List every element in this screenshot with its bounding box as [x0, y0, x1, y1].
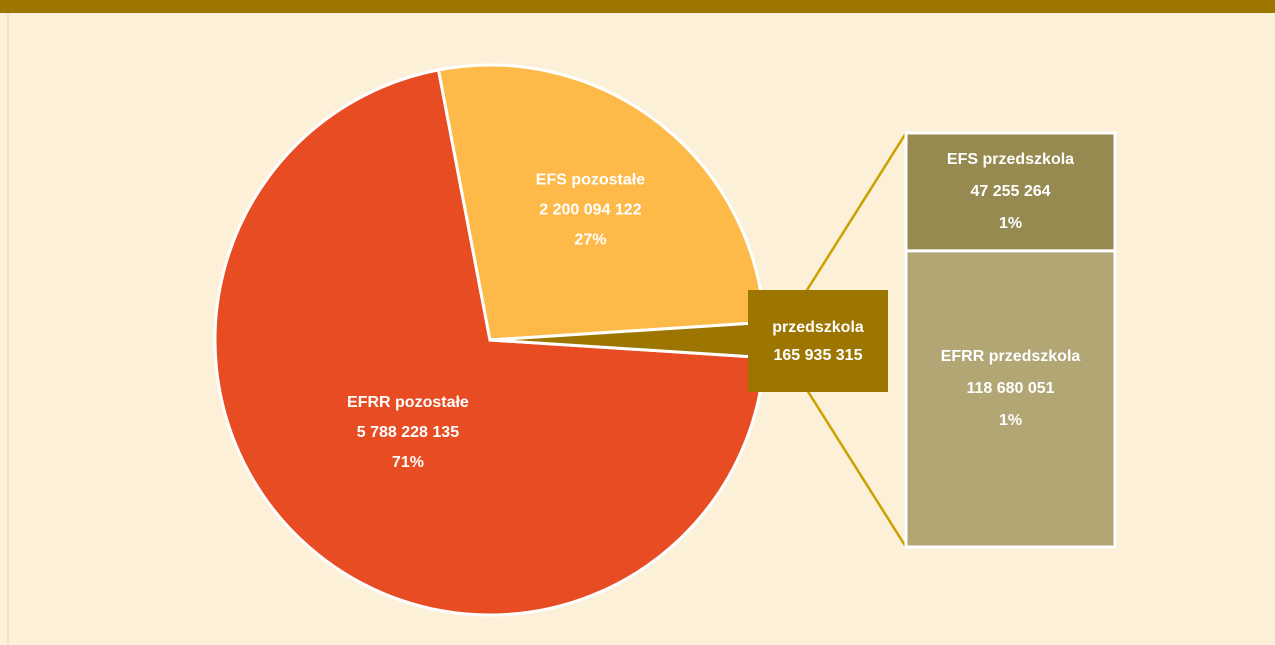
slice-percent-label: 27% — [574, 232, 606, 249]
bar-percent-label: 1% — [999, 412, 1022, 429]
pie-slice — [213, 68, 767, 617]
bar-percent-label: 1% — [999, 215, 1022, 232]
slice-name-label: EFS pozostałe — [536, 172, 645, 189]
bar-segment — [904, 131, 1117, 253]
slice-percent-label: 71% — [392, 454, 424, 471]
label-box — [748, 290, 888, 392]
slice-value-label: 2 200 094 122 — [539, 202, 641, 219]
slice-value-label: 5 788 228 135 — [357, 424, 459, 441]
bar-value-label: 47 255 264 — [970, 183, 1050, 200]
bar-value-label: 118 680 051 — [966, 380, 1054, 397]
bar-name-label: EFRR przedszkola — [941, 348, 1081, 365]
bar-name-label: EFS przedszkola — [947, 151, 1074, 168]
pie-slice — [436, 63, 767, 342]
bar-segment — [904, 249, 1117, 549]
top-bar — [0, 0, 1275, 13]
slice-name-label: EFRR pozostałe — [347, 394, 469, 411]
slice-name-label: przedszkola — [772, 319, 864, 336]
slice-value-label: 165 935 315 — [774, 347, 863, 364]
